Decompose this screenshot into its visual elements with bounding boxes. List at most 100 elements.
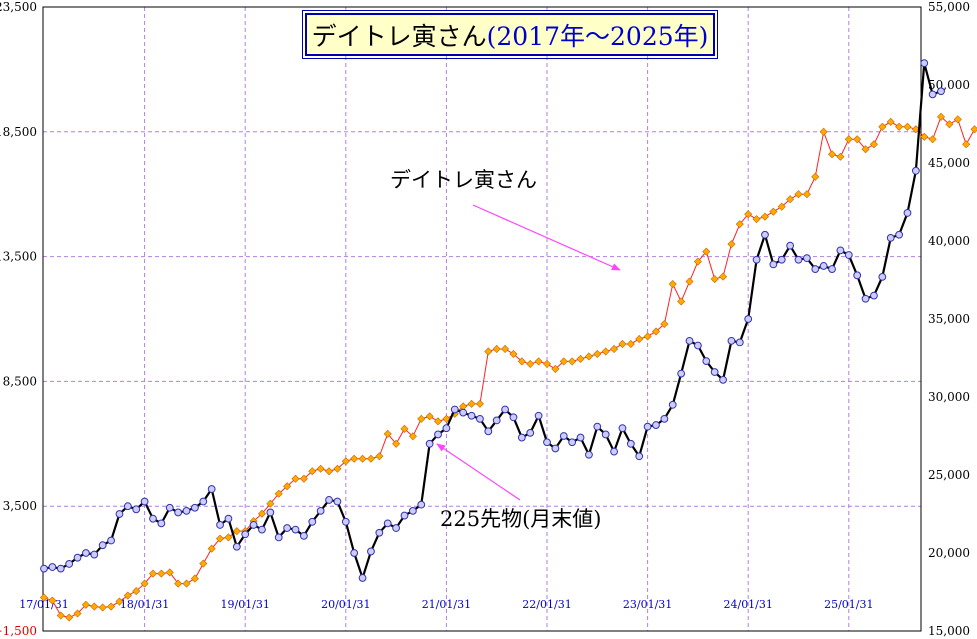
trader-point [341,457,350,466]
nikkei-point [668,400,677,409]
trader-point [802,190,811,199]
x-tick-label: 18/01/31 [120,598,169,611]
trader-point [618,339,627,348]
trader-point [542,359,552,368]
trader-point [283,482,292,491]
nikkei-point [786,241,795,250]
nikkei-point [367,547,375,556]
left-tick-label: 8,500 [3,374,37,388]
nikkei-point [652,421,660,429]
left-tick-label: 3,500 [3,499,37,513]
trader-point [601,347,610,356]
trader-point [274,489,283,498]
nikkei-point [132,505,141,514]
nikkei-point [82,549,90,557]
trader-point [132,587,141,596]
trader-point [844,135,853,144]
annotation-nikkei-arrow [436,443,521,501]
nikkei-point [48,563,57,571]
trader-point [442,414,451,423]
trader-point [651,327,661,336]
nikkei-point [191,503,199,512]
trader-point [115,597,124,606]
trader-point [140,579,149,588]
nikkei-point [484,427,493,436]
nikkei-point [249,521,258,529]
trader-point [861,145,870,154]
nikkei-point [434,430,442,439]
nikkei-point [551,444,560,453]
nikkei-point [425,439,434,448]
trader-point [174,579,183,588]
annotation-trader-label: デイトレ寅さん [390,168,537,192]
right-tick-label: 45,000 [928,156,970,170]
trader-point [760,212,769,221]
nikkei-point [911,166,920,175]
nikkei-point [224,514,233,523]
nikkei-point [408,506,417,515]
nikkei-point [232,542,241,551]
nikkei-point [56,564,65,573]
nikkei-point [375,528,384,537]
trader-point [610,344,619,353]
trader-point [727,240,736,249]
series-nikkei [40,59,945,582]
nikkei-point [492,416,501,425]
trader-point [584,352,593,361]
trader-point [936,112,946,121]
x-tick-label: 24/01/31 [723,598,772,611]
nikkei-point [744,315,753,323]
nikkei-point [526,428,535,437]
nikkei-point [937,87,945,96]
nikkei-point [174,508,183,517]
trader-point [668,280,677,289]
nikkei-point [903,209,912,217]
nikkei-point [836,246,845,255]
trader-point [702,247,711,256]
trader-point [970,125,977,134]
nikkei-point [400,511,409,520]
nikkei-point [274,533,283,542]
trader-point [224,533,233,542]
nikkei-point [710,368,719,376]
nikkei-point [417,500,426,509]
trader-point [358,454,367,463]
nikkei-point [341,517,350,526]
trader-point [375,452,384,461]
nikkei-point [467,411,476,420]
nikkei-point [601,430,610,439]
trader-point [593,349,602,358]
nikkei-point [442,424,451,433]
nikkei-point [73,553,82,562]
trader-point [56,611,65,620]
nikkei-point [861,294,870,303]
trader-point [299,474,308,483]
trader-point [551,364,560,373]
trader-point [39,593,49,602]
trader-point [308,467,317,476]
trader-point [417,414,426,423]
nikkei-point [107,536,115,545]
annotation-trader-arrow [472,204,621,271]
trader-point [48,596,57,605]
trader-point [811,172,820,181]
nikkei-point [802,254,811,263]
trader-point [65,613,74,622]
nikkei-point [207,485,216,493]
chart-title-range: (2017年～2025年) [486,21,709,51]
trader-point [333,464,342,473]
nikkei-point [350,549,359,557]
nikkei-point [769,260,778,269]
nikkei-point [450,405,459,414]
trader-point [81,600,90,609]
trader-point [484,347,493,356]
nikkei-point [149,514,157,523]
trader-point [568,357,577,366]
trader-point [786,195,795,204]
left-tick-label: 18,500 [0,125,37,139]
trader-point [383,429,392,438]
left-tick-label: −1,500 [0,624,37,638]
trader-point [190,574,199,583]
right-axis-ticks: 15,000 20,000 25,000 30,000 35,000 40,000 45,0… [928,0,970,638]
